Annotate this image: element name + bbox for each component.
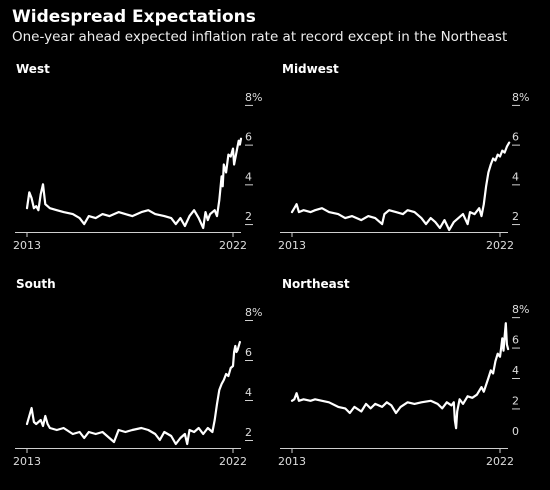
- y-tick-label: 4: [245, 386, 252, 399]
- y-tick-label: 8%: [512, 91, 529, 104]
- series-line: [25, 340, 241, 446]
- y-tick-label: 8%: [512, 303, 529, 316]
- y-tick-label: 6: [245, 346, 252, 359]
- y-tick-label: 0: [512, 425, 519, 438]
- y-tick-label: 6: [245, 131, 252, 144]
- y-tick-label: 4: [512, 364, 519, 377]
- y-tick-label: 4: [245, 170, 252, 183]
- y-tick-label: 8%: [245, 306, 262, 319]
- y-tick-label: 2: [512, 394, 519, 407]
- x-tick-label: 2013: [278, 239, 306, 252]
- x-tick-label: 2013: [278, 455, 306, 468]
- series-line: [25, 137, 243, 230]
- x-tick-label: 2013: [13, 455, 41, 468]
- panel-title: Midwest: [282, 62, 339, 76]
- panel-midwest: Midwest 2013 2022 2 4 6 8%: [278, 62, 529, 252]
- chart-subtitle: One-year ahead expected inflation rate a…: [12, 29, 508, 45]
- series-line: [290, 141, 511, 232]
- chart-title: Widespread Expectations: [12, 7, 256, 27]
- panel-title: South: [16, 277, 56, 291]
- y-tick-label: 4: [512, 170, 519, 183]
- panel-west: West 2013 2022 2 4 6 8%: [13, 62, 262, 252]
- y-tick-label: 2: [512, 210, 519, 223]
- y-tick-label: 6: [512, 131, 519, 144]
- panel-title: Northeast: [282, 277, 350, 291]
- y-tick-label: 8%: [245, 91, 262, 104]
- x-tick-label: 2013: [13, 239, 41, 252]
- x-tick-label: 2022: [486, 239, 514, 252]
- x-tick-label: 2022: [219, 455, 247, 468]
- panel-northeast: Northeast 2013 2022 0 2 4 6 8%: [278, 277, 529, 468]
- x-tick-label: 2022: [219, 239, 247, 252]
- series-line: [290, 322, 510, 430]
- y-tick-label: 2: [245, 426, 252, 439]
- panel-south: South 2013 2022 2 4 6 8%: [13, 277, 262, 468]
- y-tick-label: 6: [512, 334, 519, 347]
- panel-title: West: [16, 62, 50, 76]
- y-tick-label: 2: [245, 210, 252, 223]
- x-tick-label: 2022: [486, 455, 514, 468]
